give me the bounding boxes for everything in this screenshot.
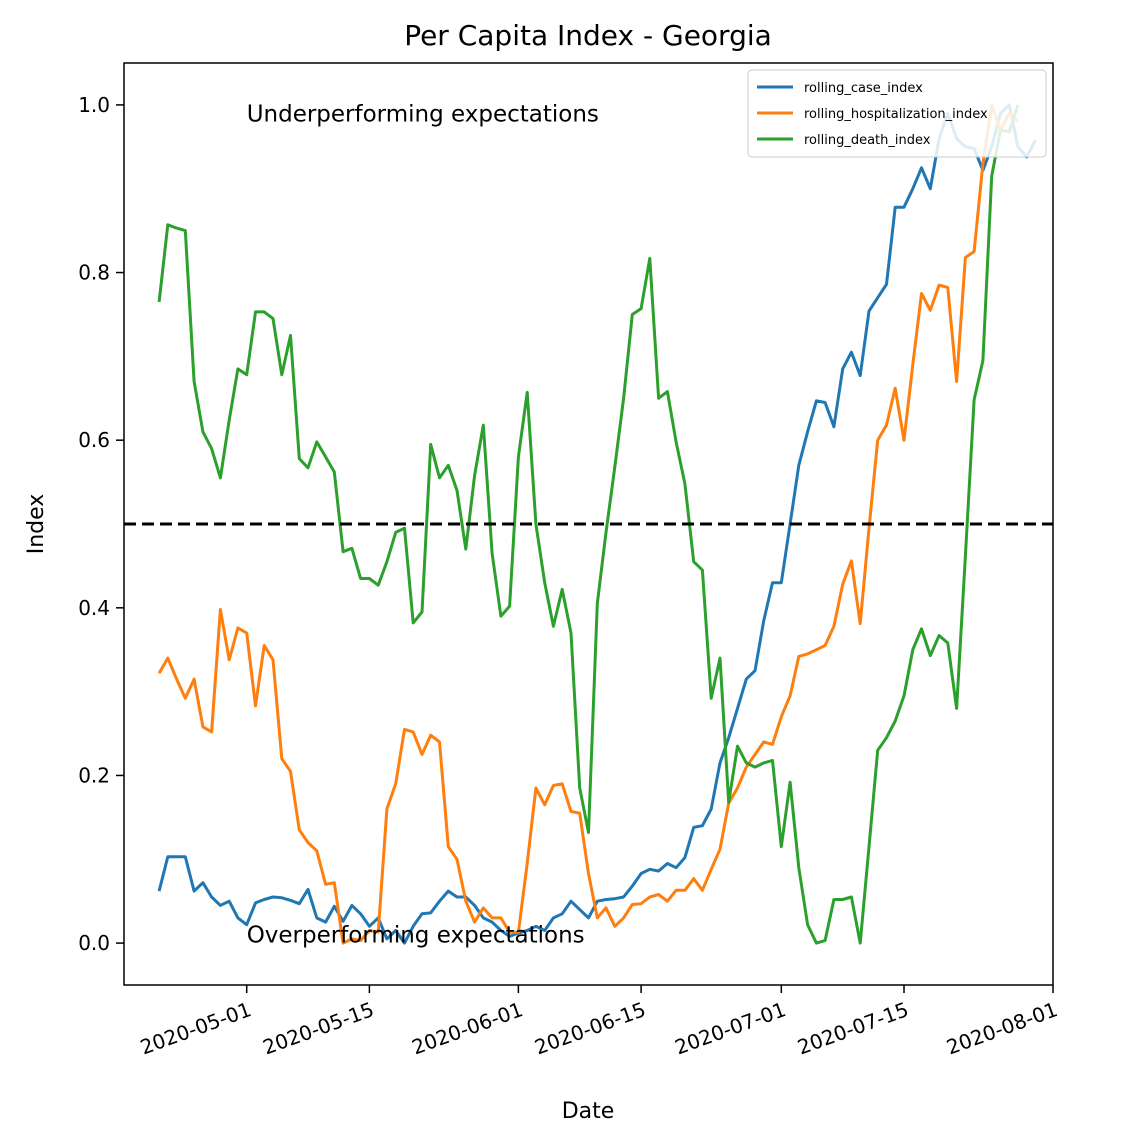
annotation-overperforming: Overperforming expectations: [247, 923, 585, 949]
series-lines: [157, 103, 1037, 945]
chart-title: Per Capita Index - Georgia: [404, 19, 772, 52]
y-tick-label: 0.4: [78, 596, 110, 620]
y-tick-label: 0.0: [78, 931, 110, 955]
y-tick-label: 0.6: [78, 428, 110, 452]
legend: rolling_case_index rolling_hospitalizatio…: [747, 69, 1047, 158]
y-tick-label: 1.0: [78, 93, 110, 117]
series-line-rolling-case-index: [157, 103, 1037, 945]
y-axis-ticks: 0.0 0.2 0.4 0.6 0.8 1.0: [78, 93, 124, 955]
y-axis-label: Index: [24, 494, 49, 555]
legend-label: rolling_case_index: [804, 81, 923, 96]
legend-label: rolling_death_index: [804, 133, 931, 148]
annotation-underperforming: Underperforming expectations: [247, 101, 599, 127]
y-tick-label: 0.8: [78, 261, 110, 285]
x-axis-label: Date: [562, 1099, 615, 1124]
plot-frame: [123, 62, 1054, 986]
y-tick-label: 0.2: [78, 763, 110, 787]
legend-label: rolling_hospitalization_index: [804, 107, 988, 122]
series-line-rolling-death-index: [157, 104, 1020, 945]
series-line-rolling-hospitalization-index: [157, 103, 1019, 945]
legend-box: [747, 69, 1047, 158]
